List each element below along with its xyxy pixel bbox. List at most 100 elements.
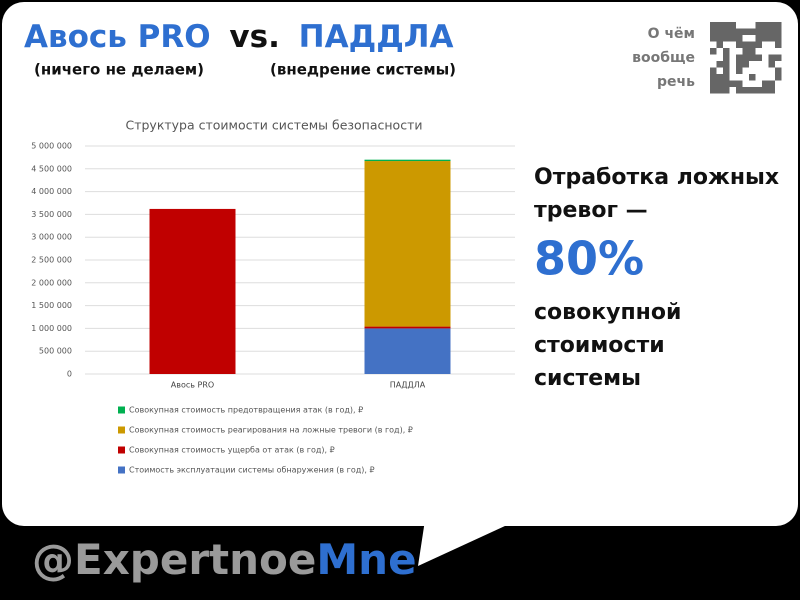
qr-cell: [749, 54, 756, 61]
bar-segment: [364, 326, 451, 329]
legend-label: Стоимость эксплуатации системы обнаружен…: [129, 466, 375, 475]
qr-cell: [723, 48, 730, 55]
qr-cell: [723, 22, 730, 29]
legend-swatch: [118, 426, 125, 434]
qr-cell: [716, 35, 723, 42]
qr-cell: [742, 54, 749, 61]
legend-label: Совокупная стоимость реагирования на лож…: [129, 426, 413, 435]
subtitle: (внедрение системы): [270, 61, 456, 79]
title: Авось PRO vs. ПАДДЛА: [24, 19, 454, 55]
qr-cell: [723, 35, 730, 42]
bar-segment: [364, 161, 451, 327]
qr-cell: [729, 80, 736, 87]
qr-cell: [742, 48, 749, 55]
qr-cell: [736, 35, 743, 42]
qr-cell: [716, 74, 723, 81]
qr-caption: вообще: [632, 50, 695, 66]
qr-cell: [736, 67, 743, 74]
qr-cell: [710, 28, 717, 35]
qr-cell: [762, 87, 769, 94]
bar-segment: [364, 159, 451, 162]
qr-cell: [710, 48, 717, 55]
bar-segment: [149, 208, 236, 374]
qr-cell: [742, 28, 749, 35]
qr-cell: [716, 28, 723, 35]
handle-right: Mne: [316, 535, 416, 584]
qr-cell: [768, 80, 775, 87]
chart-title: Структура стоимости системы безопасности: [125, 118, 422, 133]
qr-cell: [775, 67, 782, 74]
legend-swatch: [118, 406, 125, 414]
y-tick-label: 3 000 000: [31, 233, 72, 242]
qr-cell: [775, 28, 782, 35]
qr-cell: [755, 54, 762, 61]
callout-text: системы: [534, 366, 641, 391]
callout-text: стоимости: [534, 333, 665, 358]
x-tick-label: ПАДДЛА: [390, 381, 426, 390]
qr-cell: [762, 22, 769, 29]
qr-cell: [723, 67, 730, 74]
y-tick-label: 5 000 000: [31, 142, 72, 151]
qr-cell: [729, 35, 736, 42]
qr-cell: [716, 61, 723, 68]
qr-cell: [749, 87, 756, 94]
qr-cell: [755, 35, 762, 42]
qr-caption: О чём: [648, 26, 695, 42]
callout-number: 80%: [534, 232, 644, 286]
qr-cell: [710, 67, 717, 74]
callout-text: совокупной: [534, 300, 681, 325]
qr-cell: [775, 54, 782, 61]
title-mid: vs.: [229, 19, 279, 55]
qr-cell: [755, 87, 762, 94]
qr-cell: [742, 87, 749, 94]
qr-cell: [723, 87, 730, 94]
qr-cell: [768, 28, 775, 35]
qr-cell: [710, 87, 717, 94]
qr-cell: [775, 22, 782, 29]
qr-cell: [768, 22, 775, 29]
bar-segment: [364, 328, 451, 374]
footer-handle: @ExpertnoeMne: [32, 535, 417, 584]
qr-cell: [729, 22, 736, 29]
chart: 0 500 000 1 000 000 1 500 000 2 000 000 2 500…: [31, 142, 515, 475]
qr-cell: [736, 41, 743, 48]
qr-cell: [710, 80, 717, 87]
qr-cell: [723, 61, 730, 68]
y-tick-label: 4 000 000: [31, 187, 72, 196]
qr-cell: [723, 54, 730, 61]
qr-cell: [723, 28, 730, 35]
title-right: ПАДДЛА: [299, 19, 454, 55]
qr-cell: [749, 48, 756, 55]
y-tick-label: 4 500 000: [31, 164, 72, 173]
y-tick-label: 500 000: [39, 347, 72, 356]
callout-text: тревог —: [534, 198, 648, 223]
qr-cell: [749, 41, 756, 48]
qr-cell: [723, 74, 730, 81]
qr-cell: [768, 35, 775, 42]
qr-cell: [736, 61, 743, 68]
qr-cell: [736, 28, 743, 35]
qr-cell: [755, 22, 762, 29]
bubble-tail: [418, 520, 518, 566]
x-tick-label: Авось PRO: [171, 381, 214, 390]
handle-left: @Expertnoe: [32, 535, 316, 584]
y-tick-label: 1 500 000: [31, 301, 72, 310]
qr-cell: [710, 22, 717, 29]
qr-cell: [729, 28, 736, 35]
qr-cell: [775, 74, 782, 81]
qr-cell: [768, 54, 775, 61]
legend-label: Совокупная стоимость предотвращения атак…: [129, 406, 363, 415]
title-left: Авось PRO: [24, 19, 211, 55]
legend-swatch: [118, 466, 125, 474]
qr-cell: [736, 80, 743, 87]
callout-text: Отработка ложных: [534, 165, 779, 190]
qr-cell: [762, 35, 769, 42]
qr-cell: [736, 54, 743, 61]
qr-cell: [762, 80, 769, 87]
qr-cell: [742, 41, 749, 48]
qr-cell: [762, 28, 769, 35]
subtitle: (ничего не делаем): [34, 61, 204, 79]
qr-code: [710, 22, 782, 94]
